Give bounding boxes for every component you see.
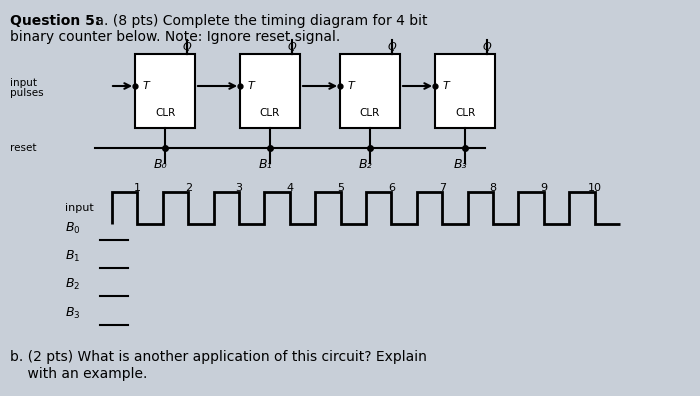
- Text: B₁: B₁: [258, 158, 272, 171]
- Text: $B_0$: $B_0$: [65, 221, 80, 236]
- Text: 5: 5: [337, 183, 344, 193]
- Text: T: T: [443, 81, 449, 91]
- Text: 6: 6: [388, 183, 395, 193]
- Text: Q: Q: [388, 42, 396, 52]
- Text: binary counter below. Note: Ignore reset signal.: binary counter below. Note: Ignore reset…: [10, 30, 340, 44]
- Text: 8: 8: [489, 183, 496, 193]
- Text: Q: Q: [482, 42, 491, 52]
- Text: CLR: CLR: [260, 108, 280, 118]
- Text: $B_2$: $B_2$: [65, 277, 80, 292]
- Text: Q: Q: [183, 42, 191, 52]
- Text: input: input: [10, 78, 37, 88]
- Text: T: T: [248, 81, 255, 91]
- Text: CLR: CLR: [360, 108, 380, 118]
- Text: Question 5:: Question 5:: [10, 14, 100, 28]
- Text: 4: 4: [286, 183, 293, 193]
- Text: CLR: CLR: [455, 108, 475, 118]
- Text: input: input: [65, 203, 94, 213]
- FancyBboxPatch shape: [340, 54, 400, 128]
- Text: a. (8 pts) Complete the timing diagram for 4 bit: a. (8 pts) Complete the timing diagram f…: [91, 14, 428, 28]
- FancyBboxPatch shape: [135, 54, 195, 128]
- Text: 10: 10: [587, 183, 601, 193]
- Text: $B_1$: $B_1$: [65, 249, 80, 264]
- Text: Q: Q: [288, 42, 296, 52]
- FancyBboxPatch shape: [435, 54, 495, 128]
- Text: 2: 2: [185, 183, 192, 193]
- Text: b. (2 pts) What is another application of this circuit? Explain: b. (2 pts) What is another application o…: [10, 350, 427, 364]
- Text: 9: 9: [540, 183, 547, 193]
- Text: 3: 3: [235, 183, 242, 193]
- Text: CLR: CLR: [155, 108, 175, 118]
- Text: 1: 1: [134, 183, 141, 193]
- Text: pulses: pulses: [10, 88, 43, 98]
- Text: T: T: [143, 81, 150, 91]
- Text: B₀: B₀: [153, 158, 167, 171]
- Text: with an example.: with an example.: [10, 367, 148, 381]
- Text: T: T: [348, 81, 355, 91]
- FancyBboxPatch shape: [240, 54, 300, 128]
- Text: B₂: B₂: [358, 158, 372, 171]
- Text: B₃: B₃: [453, 158, 467, 171]
- Text: $B_3$: $B_3$: [65, 306, 80, 321]
- Text: reset: reset: [10, 143, 36, 153]
- Text: 7: 7: [439, 183, 446, 193]
